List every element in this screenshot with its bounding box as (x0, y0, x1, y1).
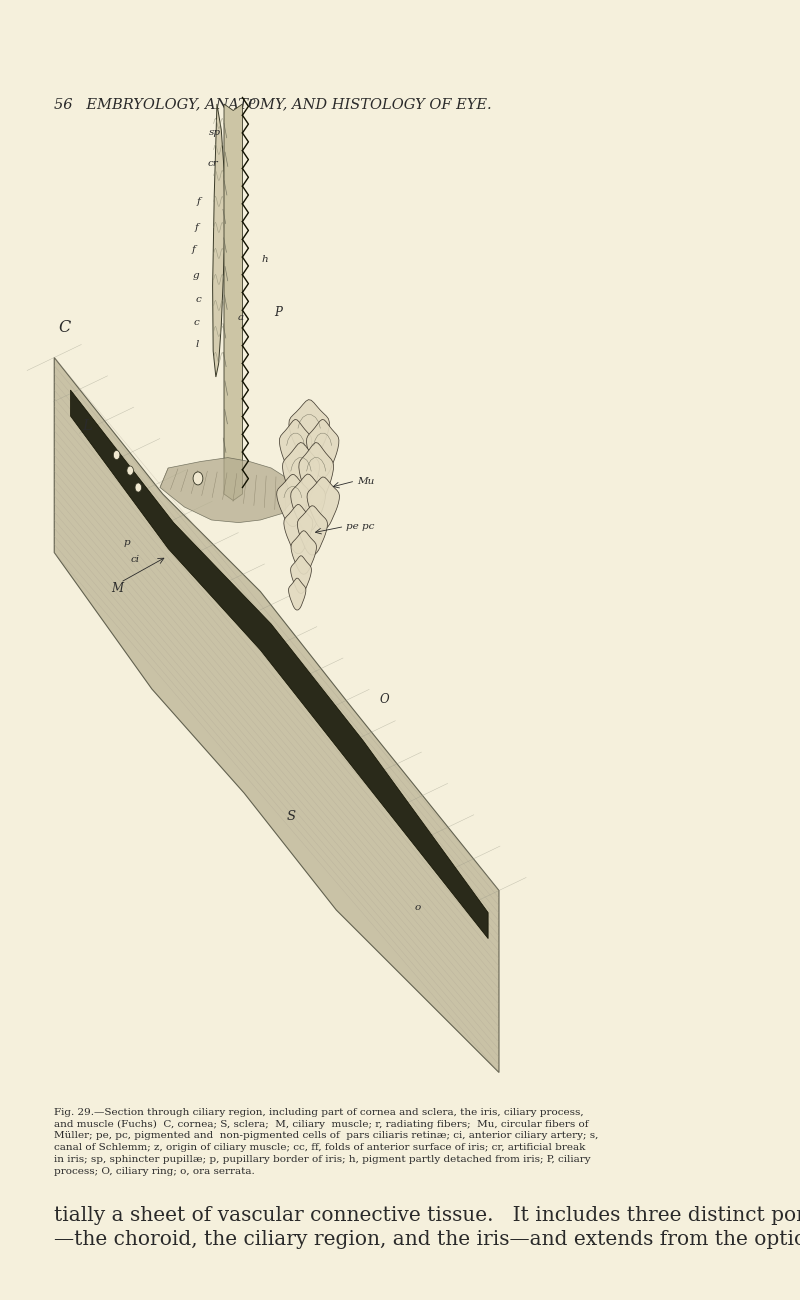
Polygon shape (289, 399, 330, 464)
Polygon shape (279, 420, 312, 477)
Text: 56   EMBRYOLOGY, ANATOMY, AND HISTOLOGY OF EYE.: 56 EMBRYOLOGY, ANATOMY, AND HISTOLOGY OF… (54, 98, 492, 112)
Polygon shape (284, 504, 313, 554)
Text: g: g (193, 272, 200, 280)
Polygon shape (290, 474, 326, 532)
Text: o: o (415, 903, 421, 911)
Ellipse shape (114, 451, 120, 459)
Text: h: h (262, 256, 268, 264)
Text: sp: sp (209, 129, 221, 136)
Text: P: P (274, 306, 282, 318)
Polygon shape (291, 530, 317, 575)
Text: Fig. 29.—Section through ciliary region, including part of cornea and sclera, th: Fig. 29.—Section through ciliary region,… (54, 1108, 598, 1175)
Polygon shape (289, 578, 306, 610)
Text: pe pc: pe pc (346, 523, 374, 530)
Text: S: S (286, 810, 295, 823)
Polygon shape (213, 104, 225, 377)
Text: O: O (380, 693, 390, 706)
Polygon shape (282, 442, 319, 507)
Text: ci: ci (130, 555, 139, 563)
Text: p: p (249, 98, 255, 105)
Text: f: f (194, 224, 198, 231)
Text: l: l (195, 341, 198, 348)
Polygon shape (160, 458, 295, 523)
Text: M: M (111, 582, 123, 595)
Text: tially a sheet of vascular connective tissue.   It includes three distinct porti: tially a sheet of vascular connective ti… (54, 1206, 800, 1249)
Text: c: c (195, 295, 201, 303)
Text: C: C (58, 318, 71, 337)
Text: f: f (192, 246, 196, 254)
Polygon shape (277, 474, 309, 526)
Ellipse shape (193, 472, 203, 485)
Polygon shape (307, 477, 339, 529)
Text: Mu: Mu (357, 477, 374, 485)
Text: p: p (124, 538, 130, 546)
Text: f: f (197, 198, 201, 205)
Polygon shape (306, 420, 339, 477)
Polygon shape (290, 555, 311, 594)
Text: a: a (238, 313, 244, 321)
Text: cr: cr (207, 160, 218, 168)
Polygon shape (224, 104, 242, 500)
Polygon shape (298, 506, 327, 555)
Text: c: c (193, 318, 199, 326)
Ellipse shape (127, 467, 134, 474)
Polygon shape (54, 358, 499, 1072)
Text: L: L (82, 420, 92, 433)
Ellipse shape (135, 484, 142, 491)
Polygon shape (299, 442, 334, 507)
Polygon shape (70, 390, 488, 939)
